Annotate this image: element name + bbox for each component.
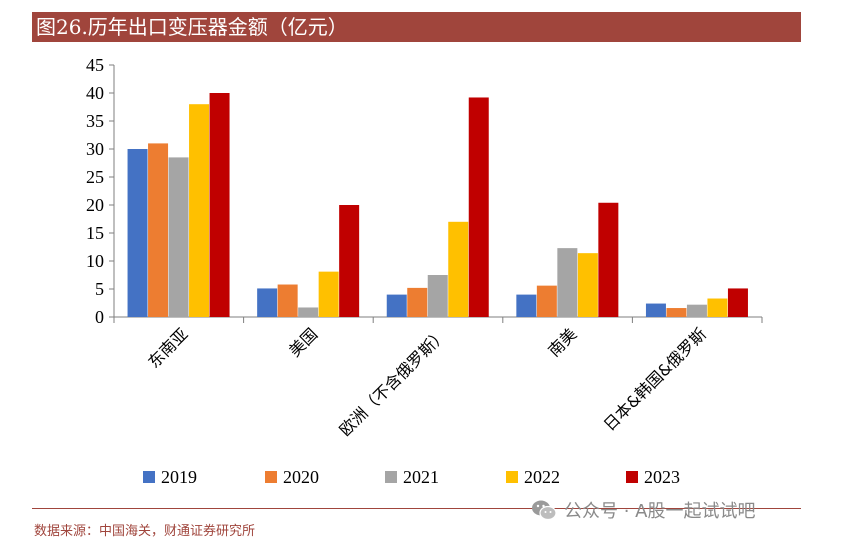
bar-2019 (645, 303, 666, 317)
legend-swatch (385, 471, 397, 483)
footer-divider (32, 508, 801, 509)
bar-2023 (339, 205, 360, 317)
category-label: 东南亚 (144, 324, 191, 371)
bar-2021 (298, 307, 319, 317)
legend-label: 2021 (403, 467, 439, 487)
legend-label: 2019 (161, 467, 197, 487)
bar-2019 (127, 149, 148, 317)
bar-2023 (468, 97, 489, 317)
bar-2022 (318, 271, 339, 317)
legend-swatch (265, 471, 277, 483)
bar-2023 (598, 202, 619, 317)
bar-2021 (686, 304, 707, 317)
legend-label: 2020 (283, 467, 319, 487)
bar-2020 (277, 284, 298, 317)
legend-label: 2022 (524, 467, 560, 487)
watermark-text: 公众号 · A股一起试试吧 (564, 501, 756, 522)
bar-2021 (427, 275, 448, 317)
legend-label: 2023 (644, 467, 680, 487)
y-tick-label: 45 (86, 55, 104, 75)
wechat-icon (532, 500, 557, 521)
category-label: 美国 (285, 324, 321, 360)
bar-2021 (557, 248, 578, 317)
category-label: 日本&韩国&俄罗斯 (600, 324, 710, 434)
bar-2020 (666, 308, 687, 317)
bar-2022 (448, 221, 469, 317)
y-tick-label: 20 (86, 195, 104, 215)
bar-2022 (707, 298, 728, 317)
y-tick-label: 40 (86, 83, 104, 103)
y-tick-label: 5 (95, 279, 104, 299)
bar-2023 (727, 288, 748, 317)
category-label: 南美 (544, 324, 580, 360)
y-tick-label: 0 (95, 307, 104, 327)
y-tick-label: 25 (86, 167, 104, 187)
bar-2020 (407, 287, 428, 317)
bar-2019 (386, 294, 407, 317)
source-note: 数据来源：中国海关，财通证券研究所 (34, 524, 256, 539)
bar-2020 (536, 285, 557, 317)
y-tick-label: 30 (86, 139, 104, 159)
bar-2023 (209, 93, 230, 317)
y-tick-label: 15 (86, 223, 104, 243)
y-tick-label: 35 (86, 111, 104, 131)
bar-2022 (189, 104, 210, 317)
bar-2020 (148, 143, 169, 317)
chart-title: 图26.历年出口变压器金额（亿元） (32, 12, 801, 42)
category-label: 欧洲（不含俄罗斯） (336, 324, 451, 439)
bar-2022 (577, 253, 598, 317)
bar-2021 (168, 157, 189, 317)
y-tick-label: 10 (86, 251, 104, 271)
bar-2019 (257, 288, 278, 317)
legend-swatch (143, 471, 155, 483)
legend-swatch (626, 471, 638, 483)
watermark: 公众号 · A股一起试试吧 (530, 496, 755, 524)
bar-2019 (516, 294, 537, 317)
legend-swatch (506, 471, 518, 483)
